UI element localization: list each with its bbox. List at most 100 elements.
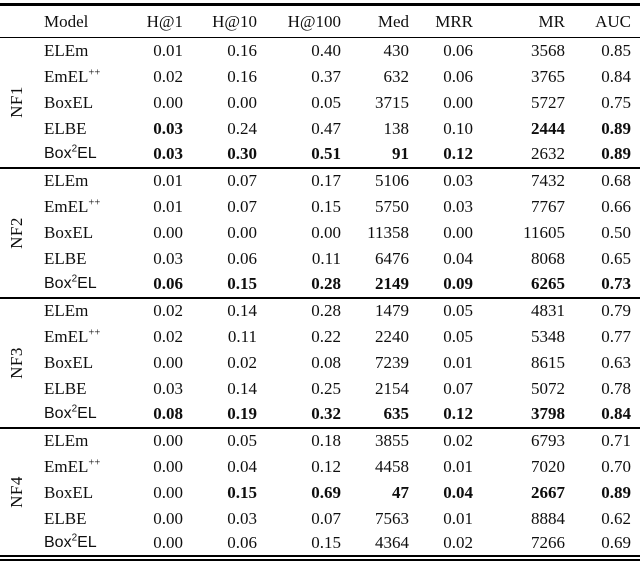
cell-h1: 0.00 bbox=[153, 352, 183, 372]
group-label-nf4: NF4 bbox=[7, 475, 26, 508]
cell-mrr: 0.07 bbox=[443, 378, 473, 398]
cell-mrr: 0.05 bbox=[443, 326, 473, 346]
cell-h100: 0.11 bbox=[311, 248, 341, 268]
cell-mrr: 0.09 bbox=[443, 274, 473, 293]
cell-h100: 0.18 bbox=[311, 431, 341, 450]
cell-h100: 0.69 bbox=[311, 482, 341, 502]
cell-h10: 0.06 bbox=[227, 533, 257, 552]
cell-model: BoxEL bbox=[34, 90, 138, 116]
model-superscript: ++ bbox=[88, 456, 101, 468]
cell-mr: 6265 bbox=[531, 274, 565, 293]
model-name: Box bbox=[44, 145, 72, 162]
cell-model: ELEm bbox=[34, 428, 138, 454]
col-header-auc: AUC bbox=[595, 11, 631, 31]
cell-auc: 0.65 bbox=[601, 248, 631, 268]
col-header-h1: H@1 bbox=[146, 11, 183, 31]
cell-mrr: 0.02 bbox=[443, 431, 473, 450]
cell-h10: 0.19 bbox=[227, 404, 257, 423]
cell-mrr: 0.02 bbox=[443, 533, 473, 552]
cell-mr: 7020 bbox=[531, 456, 565, 476]
cell-med: 2240 bbox=[375, 326, 409, 346]
model-name: BoxEL bbox=[44, 222, 94, 242]
model-name: EmEL bbox=[44, 326, 89, 346]
model-name: ELEm bbox=[44, 40, 89, 60]
cell-h10: 0.24 bbox=[227, 118, 257, 138]
model-name: Box bbox=[44, 534, 72, 551]
model-name: ELBE bbox=[44, 508, 87, 528]
cell-mr: 6793 bbox=[531, 431, 565, 450]
table-row: Box2EL 0.03 0.30 0.51 91 0.12 2632 0.89 bbox=[0, 142, 640, 168]
cell-model: BoxEL bbox=[34, 480, 138, 506]
cell-auc: 0.78 bbox=[601, 378, 631, 398]
cell-med: 3855 bbox=[375, 431, 409, 450]
model-superscript: 2 bbox=[71, 403, 78, 415]
model-name: Box bbox=[44, 275, 72, 292]
cell-auc: 0.73 bbox=[601, 274, 631, 293]
cell-model: EmEL++ bbox=[34, 194, 138, 220]
cell-model: ELEm bbox=[34, 298, 138, 324]
cell-med: 635 bbox=[383, 404, 410, 423]
cell-auc: 0.50 bbox=[601, 222, 631, 242]
cell-auc: 0.62 bbox=[601, 508, 631, 528]
cell-med: 3715 bbox=[375, 92, 409, 112]
cell-h1: 0.02 bbox=[153, 326, 183, 346]
cell-h1: 0.01 bbox=[153, 196, 183, 216]
cell-h100: 0.08 bbox=[311, 352, 341, 372]
table-row: NF3 ELEm 0.02 0.14 0.28 1479 0.05 4831 0.79 bbox=[0, 298, 640, 378]
cell-med: 4458 bbox=[375, 456, 409, 476]
cell-mrr: 0.01 bbox=[443, 352, 473, 372]
group-label-cell: NF3 bbox=[0, 298, 34, 428]
table-row: BoxEL 0.00 0.00 0.00 11358 0.00 11605 0.50 bbox=[0, 220, 640, 246]
cell-med: 7239 bbox=[375, 352, 409, 372]
cell-h1: 0.00 bbox=[153, 508, 183, 528]
cell-mr: 3568 bbox=[531, 40, 565, 60]
model-name: EmEL bbox=[44, 196, 89, 216]
model-name: ELBE bbox=[44, 378, 87, 398]
cell-mr: 7266 bbox=[531, 533, 565, 552]
cell-h10: 0.14 bbox=[227, 378, 257, 398]
model-superscript: ++ bbox=[88, 196, 101, 208]
table-row: ELBE 0.03 0.24 0.47 138 0.10 2444 0.89 bbox=[0, 116, 640, 142]
table-row: BoxEL 0.00 0.15 0.69 47 0.04 2667 0.89 bbox=[0, 480, 640, 506]
table-row: EmEL++ 0.02 0.16 0.37 632 0.06 3765 0.84 bbox=[0, 64, 640, 90]
cell-h10: 0.11 bbox=[227, 326, 257, 346]
cell-h10: 0.16 bbox=[227, 66, 257, 86]
cell-mrr: 0.01 bbox=[443, 456, 473, 476]
cell-med: 11358 bbox=[367, 222, 409, 242]
group-label-nf1: NF1 bbox=[7, 86, 26, 119]
cell-mr: 5072 bbox=[531, 378, 565, 398]
cell-h1: 0.00 bbox=[153, 92, 183, 112]
cell-h1: 0.03 bbox=[153, 248, 183, 268]
cell-h10: 0.16 bbox=[227, 40, 257, 60]
model-name: BoxEL bbox=[44, 352, 94, 372]
cell-auc: 0.85 bbox=[601, 40, 631, 60]
cell-mr: 11605 bbox=[523, 222, 565, 242]
cell-auc: 0.89 bbox=[601, 118, 631, 138]
cell-mrr: 0.06 bbox=[443, 40, 473, 60]
cell-mrr: 0.06 bbox=[443, 66, 473, 86]
cell-model: ELBE bbox=[34, 376, 138, 402]
cell-model: ELBE bbox=[34, 246, 138, 272]
cell-mrr: 0.05 bbox=[443, 301, 473, 320]
table-row: EmEL++ 0.01 0.07 0.15 5750 0.03 7767 0.66 bbox=[0, 194, 640, 220]
cell-mrr: 0.03 bbox=[443, 171, 473, 190]
cell-mr: 5348 bbox=[531, 326, 565, 346]
cell-h100: 0.07 bbox=[311, 508, 341, 528]
cell-auc: 0.77 bbox=[601, 326, 631, 346]
model-name-suffix: EL bbox=[77, 145, 97, 162]
group-nf1: NF1 ELEm 0.01 0.16 0.40 430 0.06 3568 0.85 EmEL++… bbox=[0, 38, 640, 168]
cell-model: BoxEL bbox=[34, 220, 138, 246]
model-superscript: 2 bbox=[71, 273, 78, 285]
cell-auc: 0.84 bbox=[601, 66, 631, 86]
cell-med: 2154 bbox=[375, 378, 409, 398]
cell-h100: 0.25 bbox=[311, 378, 341, 398]
cell-h10: 0.00 bbox=[227, 92, 257, 112]
table-row: BoxEL 0.00 0.02 0.08 7239 0.01 8615 0.63 bbox=[0, 350, 640, 376]
table-row: ELBE 0.03 0.14 0.25 2154 0.07 5072 0.78 bbox=[0, 376, 640, 402]
cell-h1: 0.01 bbox=[153, 171, 183, 190]
cell-h100: 0.22 bbox=[311, 326, 341, 346]
cell-auc: 0.68 bbox=[601, 171, 631, 190]
table-row: ELBE 0.03 0.06 0.11 6476 0.04 8068 0.65 bbox=[0, 246, 640, 272]
table-row: EmEL++ 0.02 0.11 0.22 2240 0.05 5348 0.77 bbox=[0, 324, 640, 350]
